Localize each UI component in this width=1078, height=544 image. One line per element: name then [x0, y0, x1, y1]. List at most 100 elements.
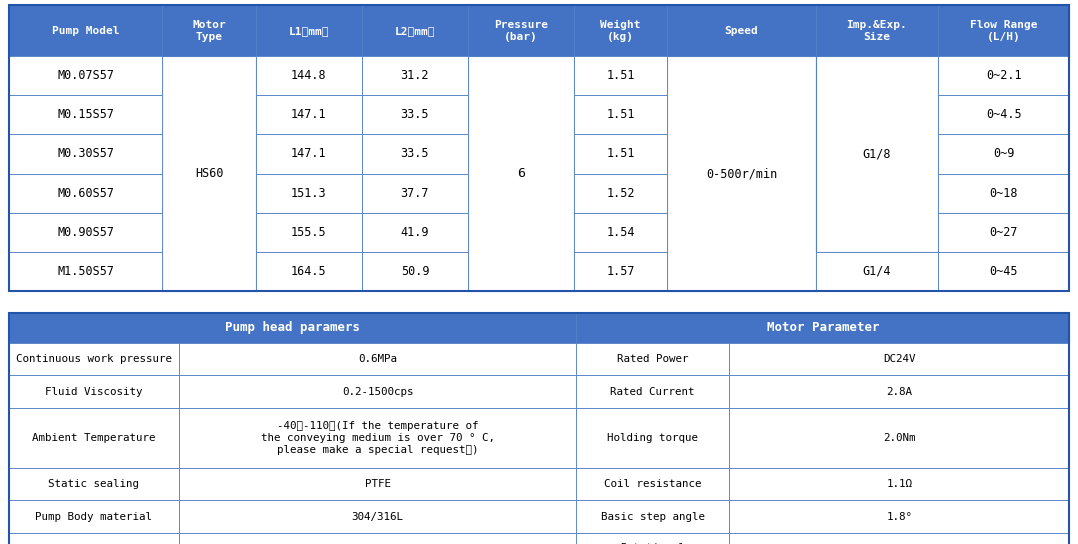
Bar [255, 174, 362, 213]
Bar [573, 95, 667, 134]
Text: Pump Body material: Pump Body material [36, 512, 152, 522]
Bar [816, 95, 938, 134]
Text: 155.5: 155.5 [291, 226, 327, 239]
Bar [576, 313, 1069, 343]
Text: M0.30S57: M0.30S57 [57, 147, 114, 160]
Bar [362, 134, 468, 174]
Bar [729, 343, 1069, 375]
Bar [9, 174, 163, 213]
Text: DC24V: DC24V [883, 354, 915, 364]
Bar [938, 56, 1069, 95]
Text: M0.60S57: M0.60S57 [57, 187, 114, 200]
Bar [468, 5, 573, 56]
Bar [362, 5, 468, 56]
Bar [938, 134, 1069, 174]
Bar [9, 468, 179, 500]
Text: M0.90S57: M0.90S57 [57, 226, 114, 239]
Bar [576, 343, 729, 375]
Bar [163, 95, 255, 134]
Text: 147.1: 147.1 [291, 108, 327, 121]
Bar [816, 174, 938, 213]
Bar [163, 56, 255, 95]
Text: 2.8A: 2.8A [886, 387, 912, 397]
Text: M0.15S57: M0.15S57 [57, 108, 114, 121]
Text: Pressure
(bar): Pressure (bar) [494, 20, 548, 41]
Bar [468, 252, 573, 291]
Bar [9, 5, 1069, 291]
Text: 33.5: 33.5 [401, 108, 429, 121]
Bar [667, 95, 816, 134]
Bar [255, 134, 362, 174]
Text: -40℃-110℃(If the temperature of
the conveying medium is over 70 ° C,
please make: -40℃-110℃(If the temperature of the conv… [261, 421, 495, 455]
Text: M0.07S57: M0.07S57 [57, 69, 114, 82]
Bar [573, 56, 667, 95]
Bar [362, 56, 468, 95]
Bar [573, 213, 667, 252]
Bar [362, 213, 468, 252]
Bar [179, 468, 576, 500]
Bar [576, 375, 729, 408]
Bar [362, 252, 468, 291]
Text: 1.52: 1.52 [607, 187, 635, 200]
Bar [9, 313, 1069, 544]
Bar [729, 468, 1069, 500]
Text: 41.9: 41.9 [401, 226, 429, 239]
Text: 1.1Ω: 1.1Ω [886, 479, 912, 489]
Bar [9, 56, 163, 95]
Text: 0.2-1500cps: 0.2-1500cps [342, 387, 413, 397]
Bar [163, 213, 255, 252]
Bar [163, 252, 255, 291]
Text: Motor
Type: Motor Type [192, 20, 226, 41]
Bar [667, 5, 816, 56]
Bar [179, 408, 576, 468]
Bar [938, 213, 1069, 252]
Bar [255, 252, 362, 291]
Bar [573, 56, 667, 95]
Text: Motor Parameter: Motor Parameter [766, 322, 879, 334]
Text: M1.50S57: M1.50S57 [57, 265, 114, 278]
Text: 33.5: 33.5 [401, 147, 429, 160]
Text: 50.9: 50.9 [401, 265, 429, 278]
Bar [938, 95, 1069, 134]
Text: 304/316L: 304/316L [351, 512, 403, 522]
Bar [179, 375, 576, 408]
Text: 1.8°: 1.8° [886, 512, 912, 522]
Bar [163, 56, 255, 291]
Bar [938, 174, 1069, 213]
Bar [163, 174, 255, 213]
Bar [816, 5, 938, 56]
Bar [255, 213, 362, 252]
Text: 1.51: 1.51 [607, 147, 635, 160]
Text: PTFE: PTFE [364, 479, 390, 489]
Bar [9, 533, 179, 544]
Text: 0.6MPa: 0.6MPa [358, 354, 397, 364]
Text: 0-500r/min: 0-500r/min [706, 167, 777, 180]
Text: 1.51: 1.51 [607, 108, 635, 121]
Text: 144.8: 144.8 [291, 69, 327, 82]
Text: Holding torque: Holding torque [607, 433, 699, 443]
Text: 0~27: 0~27 [990, 226, 1018, 239]
Bar [667, 174, 816, 213]
Bar [816, 252, 938, 291]
Bar [9, 213, 163, 252]
Text: Weight
(kg): Weight (kg) [600, 20, 641, 41]
Bar [9, 408, 179, 468]
Bar [816, 134, 938, 174]
Bar [729, 500, 1069, 533]
Text: 6: 6 [517, 167, 525, 180]
Bar [938, 252, 1069, 291]
Text: 151.3: 151.3 [291, 187, 327, 200]
Text: Rated Current: Rated Current [610, 387, 695, 397]
Text: 0~9: 0~9 [993, 147, 1014, 160]
Bar [729, 375, 1069, 408]
Bar [573, 174, 667, 213]
Bar [573, 134, 667, 174]
Text: Flow Range
(L/H): Flow Range (L/H) [970, 20, 1037, 41]
Bar [468, 174, 573, 213]
Bar [938, 134, 1069, 174]
Bar [9, 174, 163, 213]
Text: Speed: Speed [724, 26, 759, 36]
Bar [816, 213, 938, 252]
Text: 0~4.5: 0~4.5 [985, 108, 1022, 121]
Bar [362, 95, 468, 134]
